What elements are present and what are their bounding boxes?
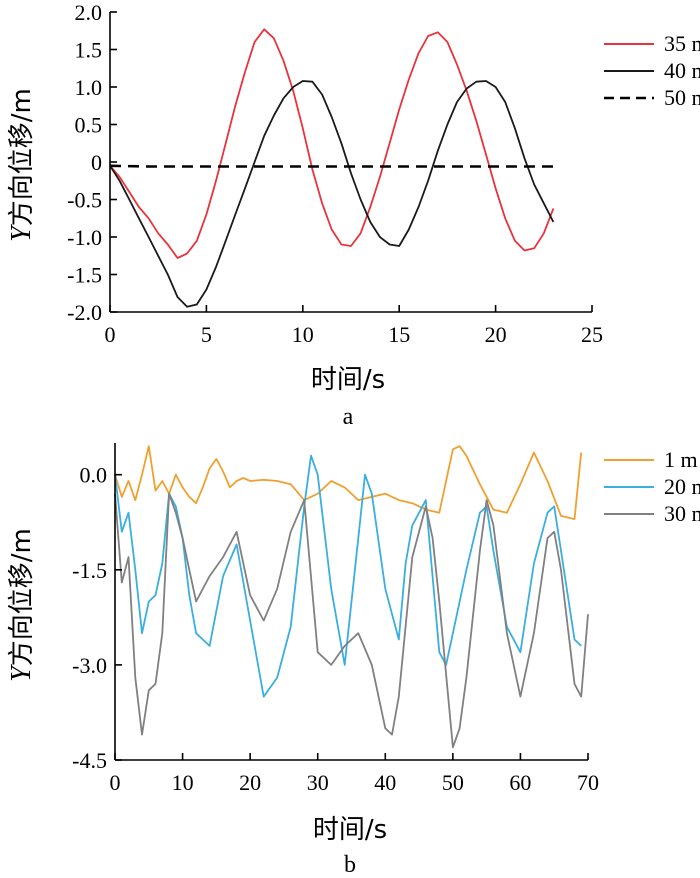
plot-a-ticks: 0 5 10 15 20 25 2.0 1.5 1.0 0.5 0 -0.5 -1.0 -1.5 -2.0	[67, 0, 603, 347]
chart-panel-b: 0 10 20 30 40 50 60 70 0.0 -1.5 -3.0 -4.5 时间/s b Y方…	[6, 443, 700, 878]
y-tick-label-a: 1.0	[75, 75, 103, 100]
y-axis-label-a-rest: 方向位移/m	[7, 88, 37, 226]
x-tick-label-b: 10	[172, 770, 194, 795]
y-tick-label-b: -3.0	[72, 653, 107, 678]
x-tick-label-b: 60	[509, 770, 531, 795]
y-tick-label-a: -2.0	[67, 300, 102, 325]
series-line-b-0	[114, 445, 583, 520]
legend-label-b-0: 1 m	[664, 447, 698, 472]
x-axis-label-a: 时间/s	[311, 365, 385, 395]
y-tick-label-a: -1.5	[67, 263, 102, 288]
y-tick-label-a: 0.5	[75, 113, 103, 138]
y-tick-label-a: 1.5	[75, 38, 103, 63]
y-tick-label-b: 0.0	[80, 463, 108, 488]
y-tick-label-a: -1.0	[67, 225, 102, 250]
x-tick-label-b: 70	[577, 770, 599, 795]
series-line-a-0	[109, 28, 555, 259]
x-tick-label-b: 30	[307, 770, 329, 795]
series-line-a-2	[109, 164, 554, 168]
legend-b: 1 m20 m30 m	[604, 447, 700, 526]
y-tick-label-b: -4.5	[72, 748, 107, 773]
plot-a-axes	[109, 12, 592, 313]
x-tick-label-a: 5	[201, 322, 212, 347]
legend-a: 35 m40 m50 m	[604, 31, 700, 110]
y-axis-label-a-var: Y	[6, 223, 37, 242]
y-axis-label-b: Y方向位移/m	[6, 528, 37, 682]
x-tick-label-a: 25	[581, 322, 603, 347]
x-tick-label-a: 20	[485, 322, 507, 347]
x-tick-label-b: 40	[374, 770, 396, 795]
x-tick-label-b: 50	[442, 770, 464, 795]
plot-b-ticks: 0 10 20 30 40 50 60 70 0.0 -1.5 -3.0 -4.5	[72, 463, 599, 795]
legend-label-a-0: 35 m	[664, 31, 700, 56]
series-line-b-2	[114, 492, 589, 749]
x-tick-label-a: 10	[292, 322, 314, 347]
y-tick-label-b: -1.5	[72, 558, 107, 583]
subtitle-a: a	[343, 404, 354, 430]
x-tick-label-a: 15	[388, 322, 410, 347]
plot-a-series	[109, 28, 555, 308]
plot-b-axes	[114, 443, 588, 761]
x-tick-label-a: 0	[105, 322, 116, 347]
y-tick-label-a: 0	[91, 150, 102, 175]
y-axis-label-b-var: Y	[6, 663, 37, 682]
x-tick-label-b: 20	[239, 770, 261, 795]
x-tick-label-b: 0	[110, 770, 121, 795]
chart-panel-a: 0 5 10 15 20 252.01.51.00.50-0.5-1.0-1.5-2.0 …	[6, 0, 700, 430]
series-line-a-1	[109, 80, 555, 308]
subtitle-b: b	[344, 852, 356, 878]
x-axis-label-b: 时间/s	[313, 815, 387, 845]
legend-label-b-2: 30 m	[664, 501, 700, 526]
y-axis-label-a: Y方向位移/m	[6, 88, 37, 242]
plot-b-series	[114, 445, 589, 749]
legend-label-b-1: 20 m	[664, 474, 700, 499]
y-tick-label-a: 2.0	[75, 0, 103, 25]
y-tick-label-a: -0.5	[67, 188, 102, 213]
legend-label-a-1: 40 m	[664, 58, 700, 83]
legend-label-a-2: 50 m	[664, 85, 700, 110]
y-axis-label-b-rest: 方向位移/m	[7, 528, 37, 666]
